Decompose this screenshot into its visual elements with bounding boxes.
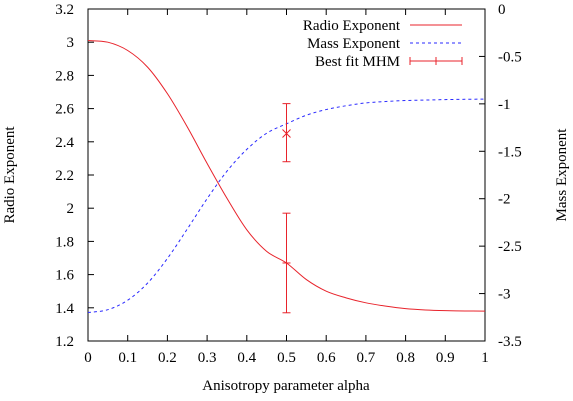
y-tick-label: 3.2	[55, 2, 74, 18]
y2-tick-label: -1	[498, 97, 511, 113]
legend: Radio Exponent Mass Exponent Best fit MHM	[303, 18, 463, 70]
x-tick-label: 0.9	[436, 350, 455, 366]
y2-tick-label: -3	[498, 287, 511, 303]
y-tick-label: 2.4	[55, 135, 74, 151]
errorbar-0-1	[282, 103, 291, 163]
y-axis-label: Radio Exponent	[2, 126, 18, 224]
x-tick-label: 0.8	[396, 350, 415, 366]
x-tick-label: 0.6	[317, 350, 336, 366]
legend-label: Mass Exponent	[307, 36, 401, 52]
ticks-layer: 0 0.1 0.2 0.3 0.4 0.5 0.6 0.7 0.8 0.9 1 1.2 1.4 1.6 1.…	[55, 2, 522, 366]
x-axis-label: Anisotropy parameter alpha	[202, 378, 370, 394]
x-tick-label: 1	[481, 350, 489, 366]
y-tick-label: 1.4	[55, 301, 74, 317]
y-tick-label: 1.2	[55, 334, 74, 350]
y-tick-label: 2.2	[55, 168, 74, 184]
y2-tick-label: -3.5	[498, 334, 522, 350]
legend-sample-errorbar	[409, 57, 463, 65]
errorbar-0-0	[282, 212, 291, 314]
y-tick-label: 2.6	[55, 102, 74, 118]
y2-tick-label: -2	[498, 192, 511, 208]
x-tick-label: 0.3	[198, 350, 217, 366]
x-tick-label: 0.7	[357, 350, 376, 366]
y-tick-label: 2.8	[55, 68, 74, 84]
errorbar-marker	[282, 129, 291, 138]
y2-tick-label: 0	[498, 2, 506, 18]
y2-axis-label: Mass Exponent	[554, 128, 570, 222]
x-tick-label: 0.2	[158, 350, 177, 366]
errorbar-layer	[282, 103, 291, 314]
x-tick-label: 0	[84, 350, 92, 366]
x-tick-label: 0.5	[277, 350, 296, 366]
x-tick-label: 0.4	[237, 350, 256, 366]
y-tick-label: 1.8	[55, 234, 74, 250]
y-tick-label: 2	[67, 201, 75, 217]
y-tick-label: 3	[67, 35, 75, 51]
y2-tick-label: -2.5	[498, 239, 522, 255]
x-tick-label: 0.1	[118, 350, 137, 366]
y2-tick-label: -1.5	[498, 144, 522, 160]
legend-label: Best fit MHM	[315, 54, 400, 70]
y2-tick-label: -0.5	[498, 49, 522, 65]
y-tick-label: 1.6	[55, 268, 74, 284]
legend-label: Radio Exponent	[303, 18, 401, 34]
